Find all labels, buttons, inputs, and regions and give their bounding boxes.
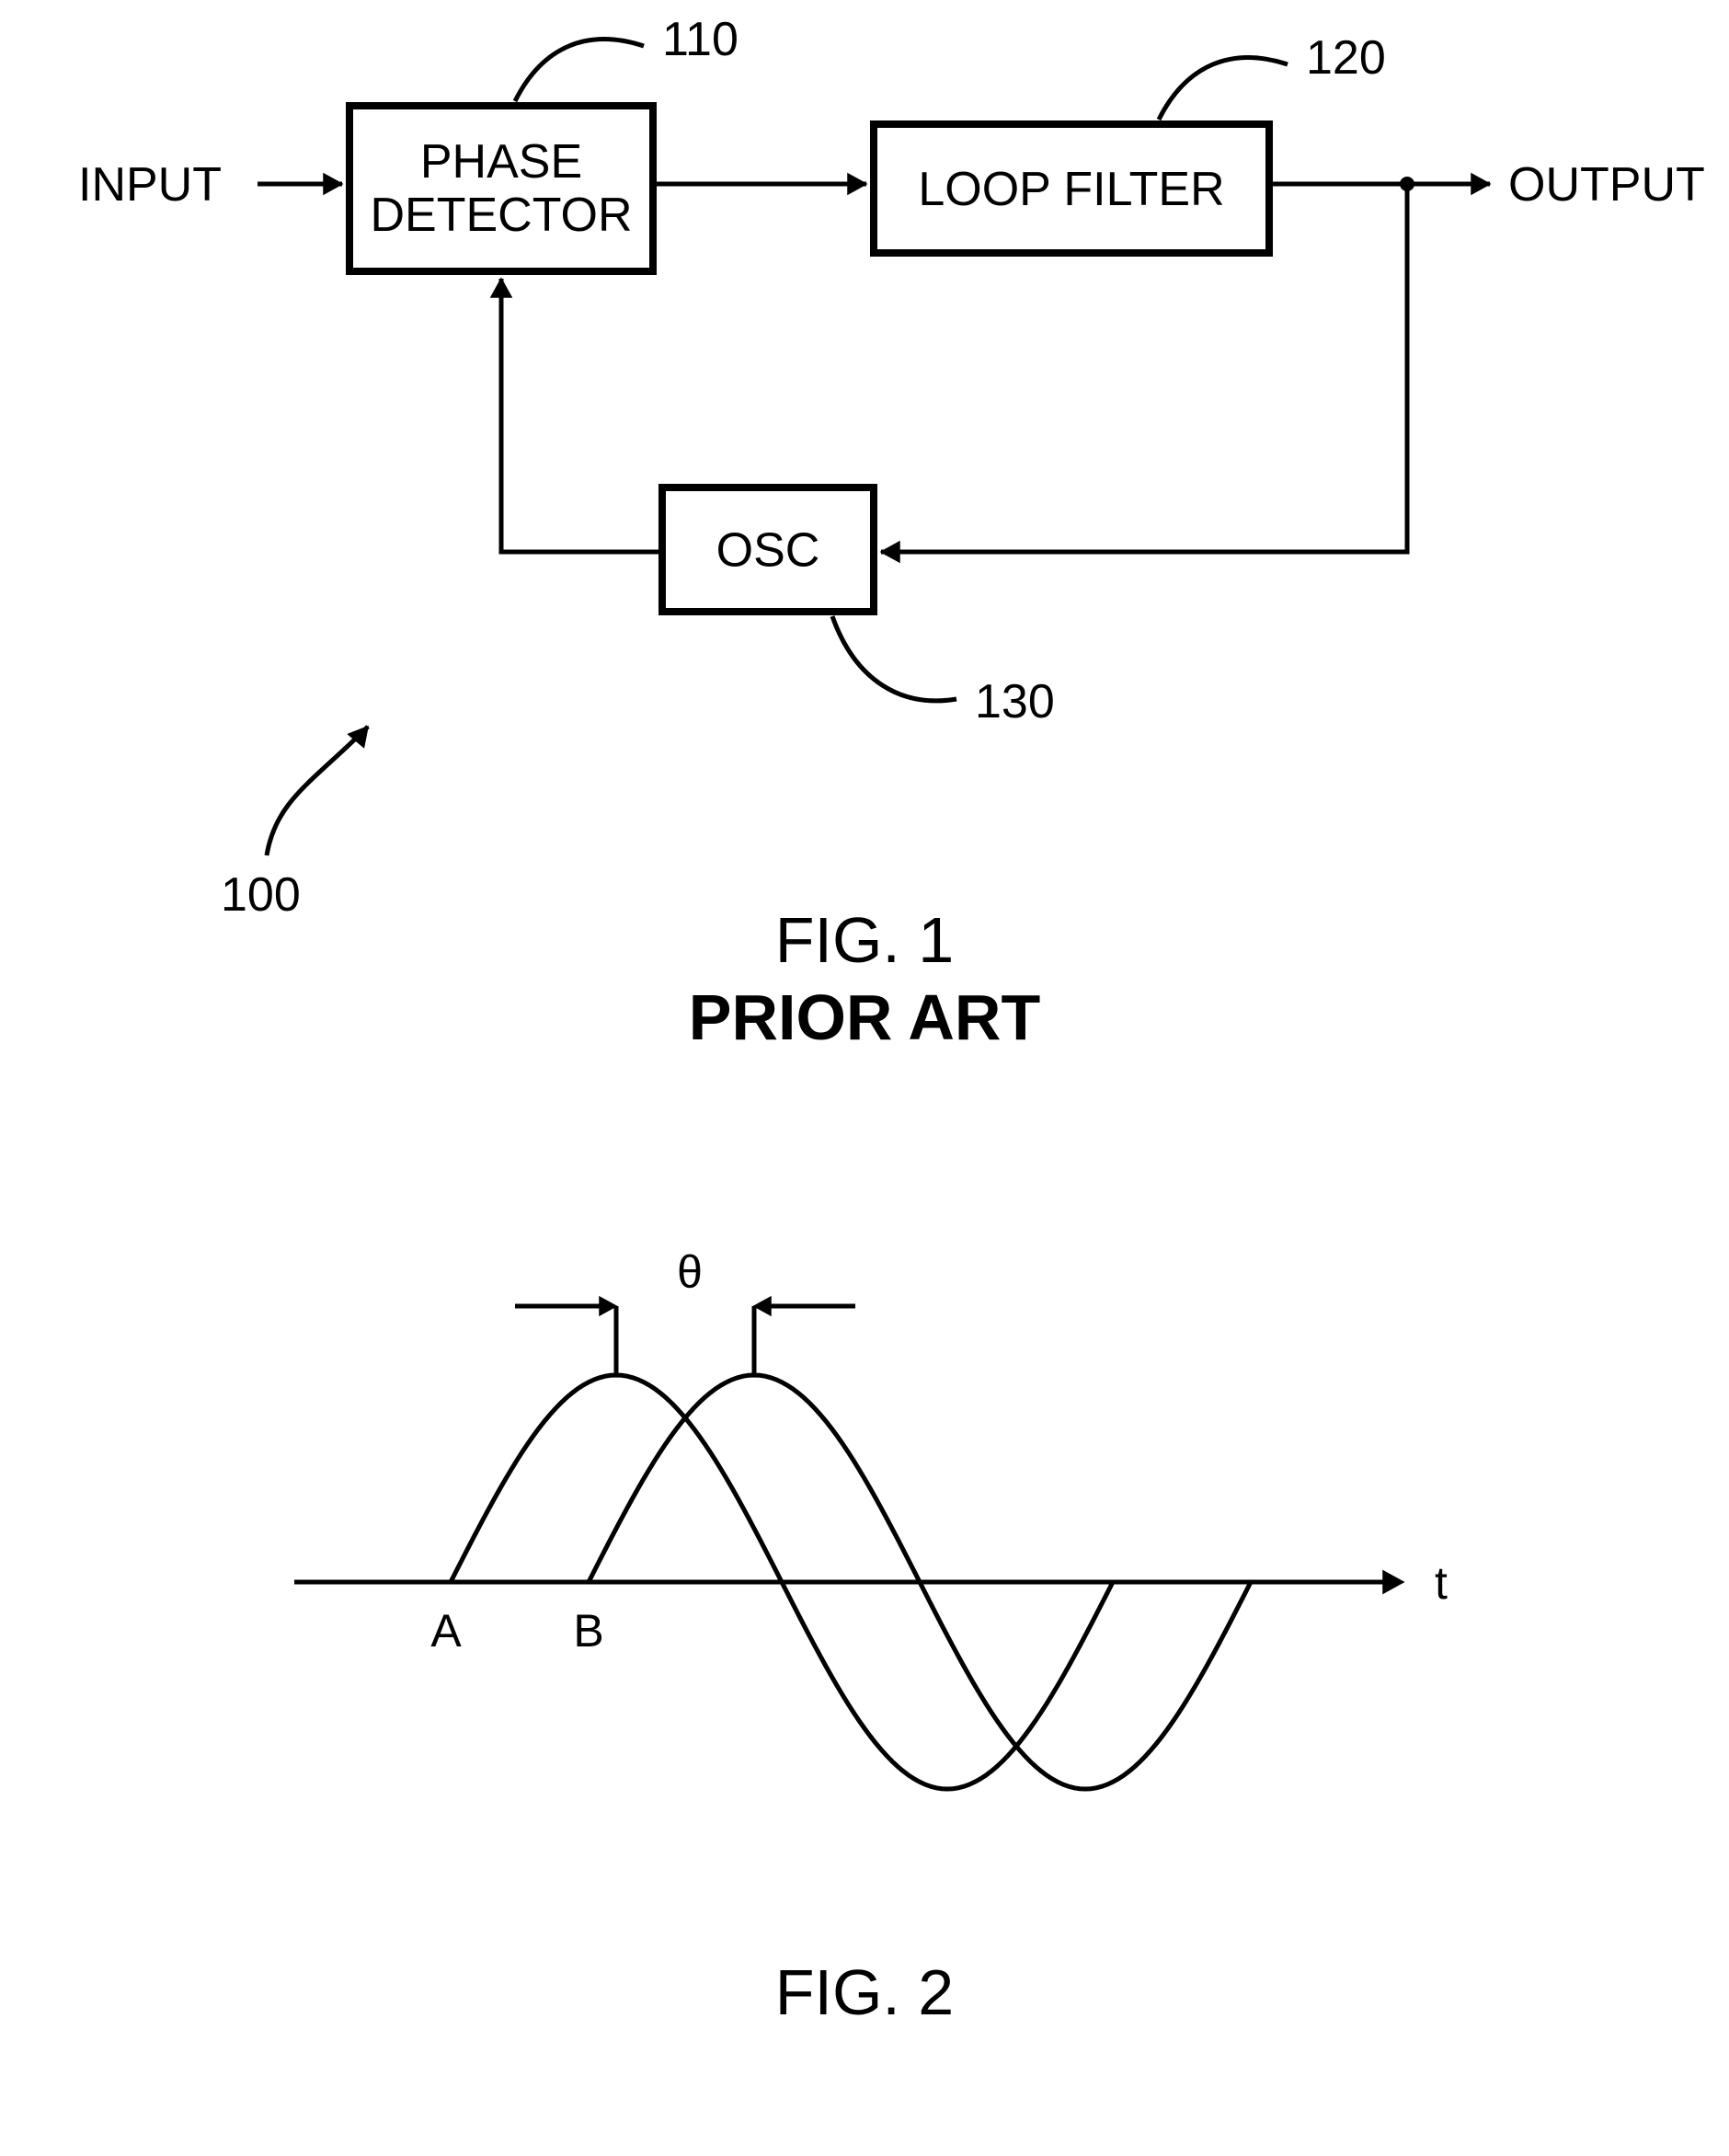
block-label-loop_filter: LOOP FILTER [918, 163, 1224, 216]
arrowhead [324, 174, 342, 194]
theta-label: θ [677, 1246, 703, 1298]
diagram-canvas: PHASEDETECTOR 110 LOOP FILTER 120 OSC 130 100 I… [0, 0, 1729, 2156]
tap-node [1400, 177, 1414, 191]
output-label: OUTPUT [1508, 158, 1705, 212]
callout-leader-osc [832, 616, 956, 701]
callout-leader-loop_filter [1159, 58, 1288, 120]
arrowhead [881, 542, 899, 562]
fig1-caption-line2: PRIOR ART [689, 981, 1040, 1053]
fig2-caption: FIG. 2 [775, 1956, 954, 2028]
block-label-osc: OSC [716, 524, 820, 578]
callout-label-phase_detector: 110 [662, 13, 739, 66]
fig1-caption-line1: FIG. 1 [775, 904, 954, 976]
wave-label-B: B [573, 1605, 603, 1657]
callout-label-system: 100 [221, 868, 301, 922]
callout-label-osc: 130 [975, 675, 1055, 728]
callout-leader-phase_detector [515, 40, 644, 102]
block-label-phase_detector-1: PHASE [420, 135, 582, 189]
input-label: INPUT [78, 158, 222, 212]
arrowhead [754, 1297, 771, 1315]
arrowhead [600, 1297, 616, 1315]
wire-osc_to_pd [501, 279, 662, 552]
arrowhead [491, 279, 511, 297]
axis-label-t: t [1435, 1557, 1448, 1609]
arrowhead [848, 174, 866, 194]
arrowhead [1383, 1571, 1403, 1593]
wave-label-A: A [430, 1605, 462, 1657]
callout-leader-system [267, 727, 368, 855]
block-label-phase_detector-2: DETECTOR [370, 189, 632, 242]
arrowhead [1471, 174, 1490, 194]
callout-label-loop_filter: 120 [1306, 31, 1386, 85]
